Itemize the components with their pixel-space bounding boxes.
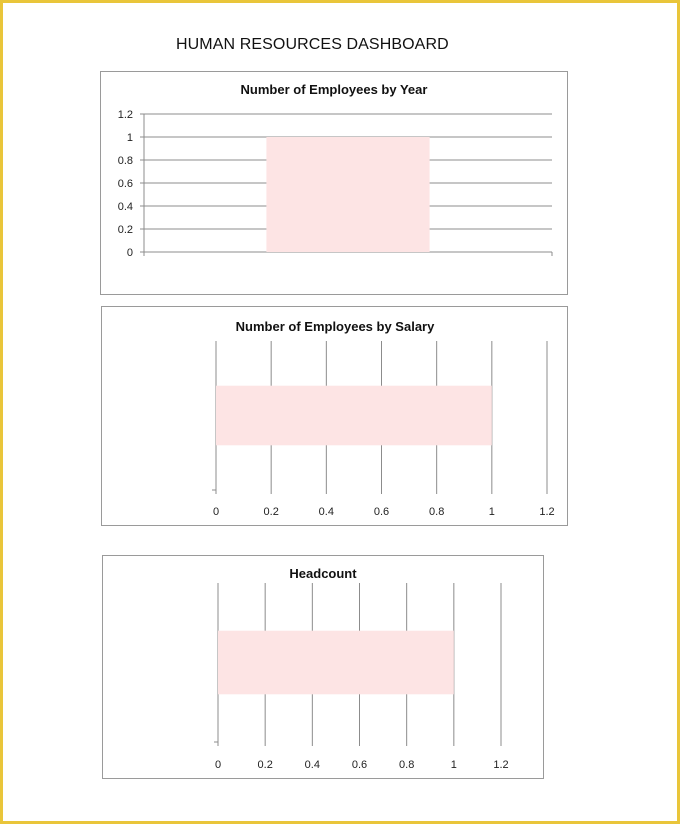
dashboard-title: HUMAN RESOURCES DASHBOARD <box>176 36 449 53</box>
y-tick-label: 1 <box>127 132 133 144</box>
x-tick-label: 0.8 <box>399 759 414 771</box>
x-tick-label: 0.8 <box>429 506 444 518</box>
bar <box>218 630 454 695</box>
chart-employees-by-year: Number of Employees by Year 0 0.2 0.4 0.6 0.… <box>100 71 568 295</box>
x-tick-label: 1 <box>489 506 495 518</box>
x-tick-label: 0.4 <box>305 759 320 771</box>
y-tick-label: 0.2 <box>118 224 133 236</box>
chart-employees-by-salary-svg: Number of Employees by Salary 0 0.2 0.4 0.6… <box>212 319 555 518</box>
x-tick-label: 0.6 <box>374 506 389 518</box>
chart-headcount: Headcount 0 0.2 0.4 0.6 0.8 1 1.2 <box>102 555 544 779</box>
y-tick-label: 0 <box>127 247 133 259</box>
x-tick-label: 0.4 <box>319 506 334 518</box>
x-tick-label: 0 <box>215 759 221 771</box>
x-tick-label: 1.2 <box>493 759 508 771</box>
x-tick-label: 0 <box>213 506 219 518</box>
x-tick-label: 1.2 <box>539 506 554 518</box>
y-tick-label: 0.6 <box>118 178 133 190</box>
bar <box>216 385 492 446</box>
y-tick-label: 0.8 <box>118 155 133 167</box>
chart-title: Number of Employees by Salary <box>236 319 435 334</box>
y-tick-label: 1.2 <box>118 109 133 121</box>
y-tick-label: 0.4 <box>118 201 133 213</box>
x-tick-label: 1 <box>451 759 457 771</box>
chart-title: Number of Employees by Year <box>241 82 428 97</box>
x-tick-label: 0.2 <box>264 506 279 518</box>
chart-employees-by-salary: Number of Employees by Salary 0 0.2 0.4 0.6… <box>101 306 568 526</box>
chart-headcount-svg: Headcount 0 0.2 0.4 0.6 0.8 1 1.2 <box>214 566 509 771</box>
x-tick-label: 0.6 <box>352 759 367 771</box>
x-tick-label: 0.2 <box>258 759 273 771</box>
chart-title: Headcount <box>289 566 357 581</box>
chart-employees-by-year-svg: Number of Employees by Year 0 0.2 0.4 0.6 0.… <box>118 82 553 259</box>
bar <box>266 137 430 252</box>
